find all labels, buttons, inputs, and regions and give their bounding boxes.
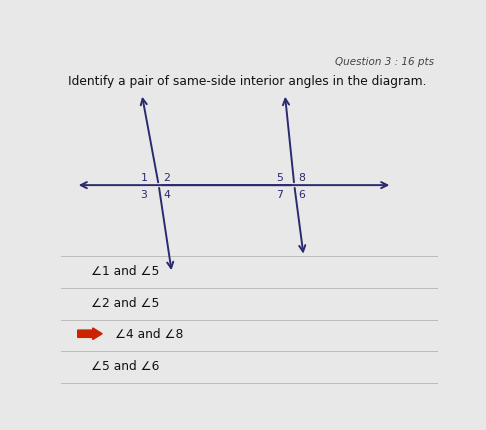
Text: 8: 8: [299, 172, 306, 182]
Text: 2: 2: [163, 172, 170, 182]
Text: Question 3 : 16 pts: Question 3 : 16 pts: [335, 57, 434, 67]
Text: 1: 1: [140, 172, 147, 182]
FancyArrow shape: [78, 328, 102, 340]
Text: 6: 6: [299, 189, 306, 199]
Text: 3: 3: [140, 189, 147, 199]
Text: 4: 4: [163, 189, 170, 199]
Text: ∠4 and ∠8: ∠4 and ∠8: [115, 328, 184, 341]
Text: 5: 5: [276, 172, 283, 182]
Text: ∠1 and ∠5: ∠1 and ∠5: [91, 264, 159, 277]
Text: ∠5 and ∠6: ∠5 and ∠6: [91, 359, 159, 372]
Text: ∠2 and ∠5: ∠2 and ∠5: [91, 296, 159, 309]
Text: Identify a pair of same-side interior angles in the diagram.: Identify a pair of same-side interior an…: [68, 75, 427, 88]
Text: 7: 7: [276, 189, 283, 199]
